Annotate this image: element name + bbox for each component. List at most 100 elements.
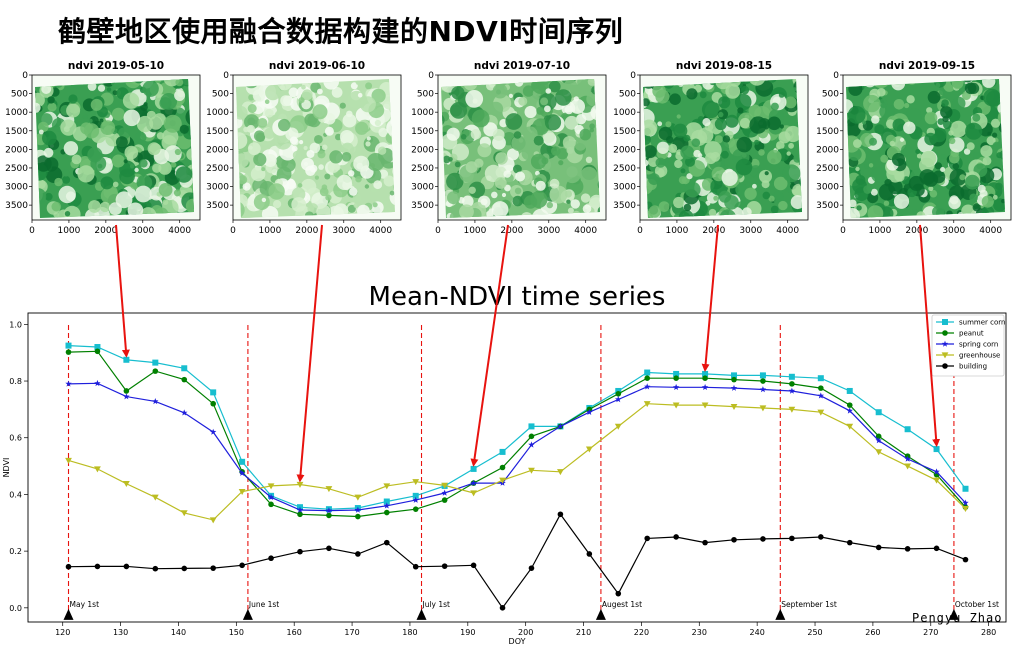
ndvi-patch [247,104,257,113]
map-ytick-label: 500 [212,90,229,100]
ndvi-patch [940,106,953,119]
ndvi-patch [53,212,59,218]
ndvi-patch [877,87,886,97]
ndvi-patch [377,146,387,155]
ndvi-patch [983,88,1001,107]
data-point [296,481,304,488]
ndvi-patch [174,148,181,156]
ndvi-patch [54,177,63,187]
ndvi-patch [99,201,111,213]
data-point [181,365,188,372]
ndvi-image [846,79,1005,218]
ndvi-patch [486,175,492,181]
y-tick-label: 0.8 [9,377,22,386]
ndvi-patch [648,205,661,218]
data-point [94,563,101,570]
ndvi-patch [62,175,71,184]
data-point [673,375,679,382]
ndvi-patch [767,79,777,83]
ndvi-patch [106,87,112,92]
ndvi-patch [66,103,81,118]
ndvi-patch [972,113,981,122]
data-point [818,534,824,540]
ndvi-patch [446,172,464,191]
ndvi-patch [317,88,323,95]
ndvi-patch [378,127,388,138]
ndvi-patch [524,105,537,119]
ndvi-patch [713,195,719,201]
ndvi-patch [134,131,147,144]
data-point [789,535,795,542]
ndvi-patch [134,167,139,173]
ndvi-patch [948,137,956,145]
y-tick-label: 0.0 [9,604,22,613]
data-point [557,423,564,430]
ndvi-patch [325,194,332,201]
ndvi-patch [920,150,937,167]
ndvi-patch [683,203,692,212]
data-point [470,562,477,569]
ndvi-patch [518,96,528,106]
ndvi-patch [965,174,980,190]
ndvi-patch [549,178,560,189]
ndvi-patch [38,121,49,133]
map-ytick-label: 3500 [206,201,229,211]
ndvi-patch [477,143,492,158]
ndvi-patch [676,114,681,119]
data-point [701,402,709,409]
legend-label: summer corn [959,319,1005,327]
ndvi-patch [247,124,255,133]
ndvi-patch [460,134,467,140]
ndvi-patch [278,118,291,132]
ndvi-patch [846,99,853,114]
ndvi-patch [934,162,943,170]
map-ytick-label: 2000 [816,145,839,155]
ndvi-patch [124,145,139,160]
data-point [731,536,737,543]
map-xtick-label: 0 [435,226,441,236]
ndvi-patch [347,204,356,213]
ndvi-patch [959,174,966,181]
ndvi-patch [721,169,738,186]
ndvi-time-series-chart: Mean-NDVI time series 120 130 140 150 160 170 1… [2,282,1007,646]
ndvi-patch [136,115,154,133]
map-ytick-label: 3500 [411,201,434,211]
ndvi-patch [654,164,668,178]
ndvi-patch [678,176,687,185]
ndvi-patch [348,170,355,177]
chart-legend: summer corn peanut spring corn greenhouse bu… [931,314,1005,377]
map-ytick-label: 2500 [816,164,839,174]
data-point [933,446,940,453]
map-xtick-label: 2000 [500,226,523,236]
x-tick-label: 220 [634,628,649,637]
ndvi-patch [236,132,248,150]
map-to-date-arrow [701,224,719,372]
ndvi-patch [950,120,967,138]
ndvi-patch [470,129,482,140]
data-point [152,359,159,366]
data-point [615,396,622,403]
ndvi-patch [1001,198,1005,204]
ndvi-patch [655,157,666,168]
ndvi-patch [972,203,981,212]
ndvi-patch [353,155,370,172]
ndvi-patch [504,184,511,192]
author-credit: Pengyu Zhao [912,611,1003,625]
ndvi-patch [359,96,376,113]
x-axis-label: DOY [509,637,526,646]
ndvi-patch [442,155,451,164]
ndvi-patch [643,209,654,218]
ndvi-patch [123,109,141,127]
series-summer-corn [65,342,969,513]
x-tick-label: 150 [229,628,244,637]
ndvi-patch [702,118,711,127]
ndvi-patch [969,193,978,203]
data-point [673,370,680,377]
ndvi-patch [163,114,182,133]
ndvi-patch [314,135,323,144]
ndvi-patch [939,88,946,96]
ndvi-patch [257,118,268,128]
ndvi-patch [451,86,465,100]
ndvi-patch [139,159,148,168]
ndvi-patch [869,137,877,146]
